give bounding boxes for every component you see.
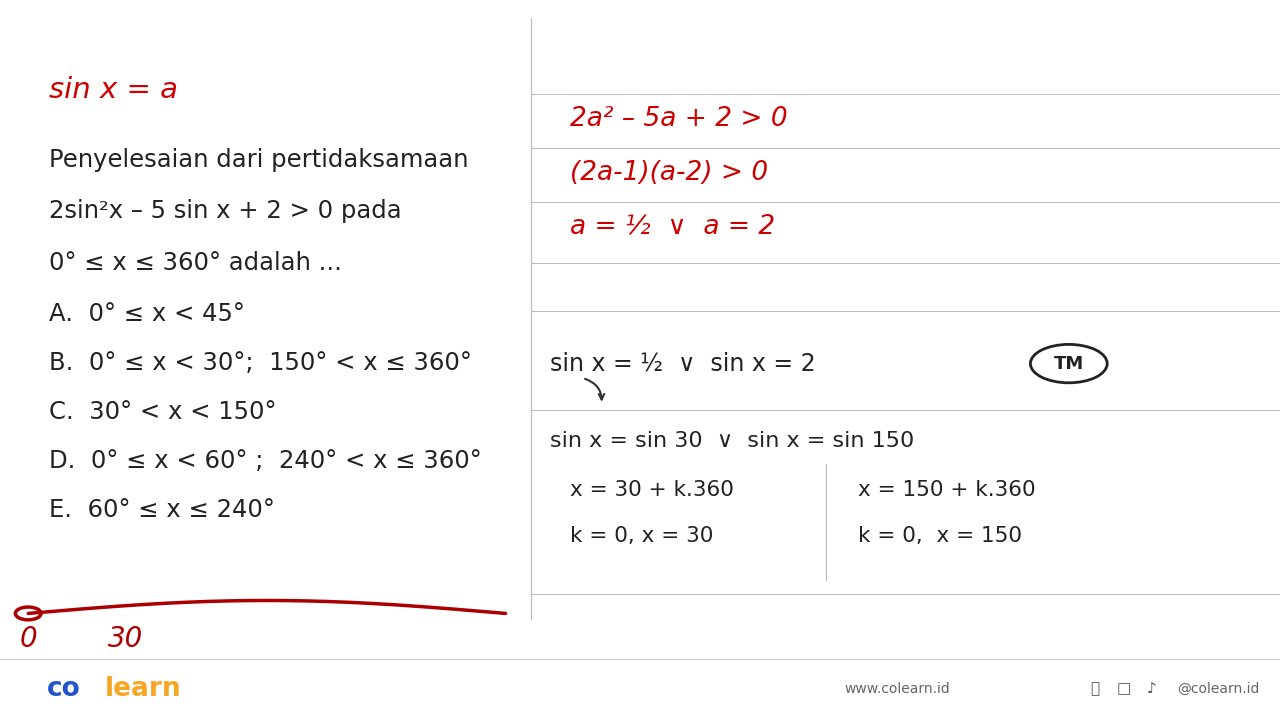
Text: x = 30 + k.360: x = 30 + k.360: [570, 480, 733, 500]
Text: www.colearn.id: www.colearn.id: [845, 682, 951, 696]
Text: (2a-1)(a-2) > 0: (2a-1)(a-2) > 0: [570, 160, 768, 186]
Text: A.  0° ≤ x < 45°: A. 0° ≤ x < 45°: [49, 302, 244, 326]
Text: 2a² – 5a + 2 > 0: 2a² – 5a + 2 > 0: [570, 106, 787, 132]
Text: E.  60° ≤ x ≤ 240°: E. 60° ≤ x ≤ 240°: [49, 498, 274, 522]
Text: x = 150 + k.360: x = 150 + k.360: [858, 480, 1036, 500]
Text: □: □: [1116, 682, 1132, 696]
Text: sin x = a: sin x = a: [49, 76, 178, 104]
Text: 30: 30: [108, 626, 143, 653]
Text: ⧉: ⧉: [1089, 682, 1100, 696]
Text: ♪: ♪: [1147, 682, 1157, 696]
Text: TM: TM: [1053, 355, 1084, 373]
Text: learn: learn: [105, 676, 182, 702]
Text: Penyelesaian dari pertidaksamaan: Penyelesaian dari pertidaksamaan: [49, 148, 468, 171]
Text: 2sin²x – 5 sin x + 2 > 0 pada: 2sin²x – 5 sin x + 2 > 0 pada: [49, 199, 401, 223]
Text: D.  0° ≤ x < 60° ;  240° < x ≤ 360°: D. 0° ≤ x < 60° ; 240° < x ≤ 360°: [49, 449, 481, 473]
Text: a = ½  ∨  a = 2: a = ½ ∨ a = 2: [570, 214, 774, 240]
Text: sin x = sin 30  ∨  sin x = sin 150: sin x = sin 30 ∨ sin x = sin 150: [550, 431, 915, 451]
Text: C.  30° < x < 150°: C. 30° < x < 150°: [49, 400, 276, 424]
Text: B.  0° ≤ x < 30°;  150° < x ≤ 360°: B. 0° ≤ x < 30°; 150° < x ≤ 360°: [49, 351, 471, 375]
Text: k = 0, x = 30: k = 0, x = 30: [570, 526, 713, 546]
Text: 0° ≤ x ≤ 360° adalah ...: 0° ≤ x ≤ 360° adalah ...: [49, 251, 342, 275]
Text: @colearn.id: @colearn.id: [1178, 682, 1260, 696]
Text: co: co: [47, 676, 81, 702]
Text: 0: 0: [19, 626, 37, 653]
Text: k = 0,  x = 150: k = 0, x = 150: [858, 526, 1021, 546]
Text: sin x = ½  ∨  sin x = 2: sin x = ½ ∨ sin x = 2: [550, 351, 817, 376]
